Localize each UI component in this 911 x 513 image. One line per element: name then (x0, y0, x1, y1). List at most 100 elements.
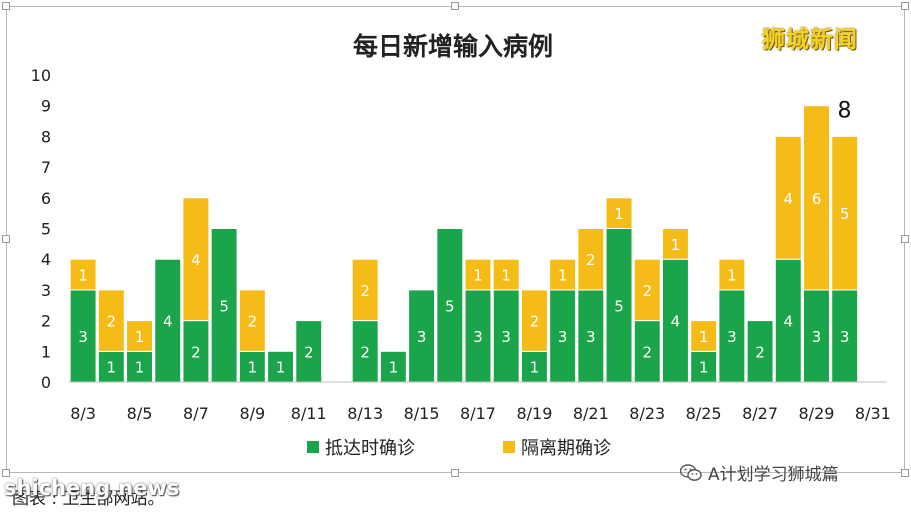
data-label: 4 (191, 251, 201, 269)
data-label: 3 (586, 328, 596, 346)
x-tick-label: 8/25 (686, 404, 722, 423)
total-annotation: 8 (837, 99, 851, 124)
data-label: 3 (78, 328, 88, 346)
x-tick-label: 8/15 (404, 404, 440, 423)
legend-swatch (307, 441, 319, 453)
bar-segment-quarantine-8-24 (661, 228, 689, 260)
bar-segment-arrival-8-15 (408, 289, 436, 383)
bar-segment-quarantine-8-18 (492, 258, 520, 291)
data-label: 2 (755, 343, 765, 361)
bar-segment-quarantine-8-19 (520, 289, 548, 352)
wechat-label: A计划学习狮城篇 (708, 465, 839, 485)
bar-segment-quarantine-8-4 (97, 289, 125, 352)
x-tick-label: 8/17 (460, 404, 496, 423)
bar-segment-quarantine-8-23 (633, 258, 661, 322)
bar-segment-quarantine-8-5 (126, 320, 153, 352)
data-label: 4 (784, 313, 794, 331)
bar-segment-quarantine-8-29 (803, 105, 830, 291)
x-tick-label: 8/7 (183, 404, 209, 423)
data-label: 5 (445, 297, 455, 315)
data-label: 2 (248, 313, 258, 331)
data-label: 1 (558, 267, 568, 285)
resize-handle-bottom-left[interactable] (2, 469, 10, 477)
data-label: 1 (473, 267, 483, 285)
bar-segment-arrival-8-11 (295, 320, 323, 383)
data-label: 3 (473, 328, 483, 346)
data-label: 2 (107, 313, 117, 331)
resize-handle-bottom[interactable] (451, 469, 459, 477)
x-tick-label: 8/13 (347, 404, 383, 423)
data-label: 3 (417, 328, 427, 346)
wechat-credit: A计划学习狮城篇 (679, 460, 839, 485)
y-tick-label: 1 (41, 342, 51, 361)
y-tick-label: 6 (41, 189, 51, 208)
data-label: 1 (389, 359, 399, 377)
x-tick-label: 8/5 (127, 404, 153, 423)
bar-segment-quarantine-8-25 (690, 320, 718, 352)
data-label: 1 (135, 328, 145, 346)
data-label: 6 (812, 190, 822, 208)
x-tick-label: 8/11 (291, 404, 327, 423)
wechat-icon (679, 463, 702, 482)
y-axis: 0 1 2 3 4 5 6 7 8 9 10 (31, 66, 51, 392)
bar-segment-arrival-8-7 (182, 320, 210, 383)
resize-handle-left[interactable] (2, 235, 10, 243)
bar-segment-quarantine-8-26 (718, 258, 746, 291)
bar-segment-arrival-8-22 (605, 228, 633, 383)
y-tick-label: 10 (31, 66, 51, 85)
data-label: 4 (163, 313, 173, 331)
x-tick-label: 8/21 (573, 404, 609, 423)
site-watermark: shicheng.news (4, 476, 180, 500)
bar-segment-quarantine-8-21 (577, 228, 605, 291)
data-label: 5 (840, 205, 850, 223)
bar-segment-arrival-8-21 (577, 289, 605, 383)
bar-segment-arrival-8-20 (549, 289, 577, 383)
annotations: 8 (837, 99, 851, 124)
x-tick-label: 8/9 (239, 404, 265, 423)
data-label: 5 (219, 297, 229, 315)
data-label: 2 (360, 282, 370, 300)
data-label: 2 (530, 313, 540, 331)
bar-segment-quarantine-8-22 (605, 197, 633, 230)
legend-label: 隔离期确诊 (521, 438, 611, 459)
data-label: 1 (248, 359, 258, 377)
x-tick-label: 8/29 (799, 404, 835, 423)
y-tick-label: 2 (41, 312, 51, 331)
data-label: 1 (276, 359, 286, 377)
data-label: 2 (191, 343, 201, 361)
bar-segment-arrival-8-25 (690, 350, 718, 383)
bar-segment-arrival-8-19 (520, 350, 548, 383)
brand-logo: 狮城新闻 (762, 27, 858, 53)
resize-handle-right[interactable] (901, 235, 909, 243)
data-label: 4 (784, 190, 794, 208)
y-tick-label: 3 (41, 281, 51, 300)
chart-caption: 图表 : 卫生部网站。 (12, 489, 165, 509)
bar-segment-arrival-8-30 (831, 289, 859, 383)
data-label: 1 (614, 205, 624, 223)
data-label: 3 (840, 328, 850, 346)
resize-handle-bottom-right[interactable] (901, 469, 909, 477)
bar-segment-arrival-8-16 (436, 228, 464, 383)
data-label: 2 (360, 343, 370, 361)
bar-segment-quarantine-8-13 (351, 258, 379, 322)
data-label: 1 (727, 267, 737, 285)
data-label: 1 (501, 267, 511, 285)
data-label: 1 (78, 267, 88, 285)
resize-handle-top-right[interactable] (901, 2, 909, 10)
data-label: 1 (699, 328, 709, 346)
x-tick-label: 8/3 (70, 404, 96, 423)
bar-segment-quarantine-8-17 (464, 258, 492, 291)
x-axis: 8/3 8/5 8/7 8/9 8/11 8/13 8/15 8/17 8/19 8/21 8/23… (69, 381, 891, 423)
resize-handle-top[interactable] (451, 2, 459, 10)
bar-segment-quarantine-8-9 (238, 289, 266, 352)
y-tick-label: 4 (41, 250, 51, 269)
data-label: 3 (812, 328, 822, 346)
bar-segment-arrival-8-3 (69, 289, 97, 383)
bar-segment-arrival-8-17 (464, 289, 492, 383)
data-label: 2 (586, 251, 596, 269)
x-tick-label: 8/31 (855, 404, 891, 423)
y-tick-label: 8 (41, 127, 51, 146)
resize-handle-top-left[interactable] (2, 2, 10, 10)
data-label: 2 (304, 343, 314, 361)
